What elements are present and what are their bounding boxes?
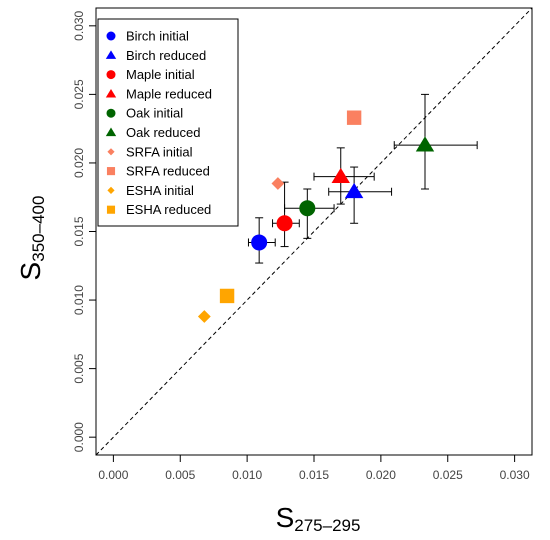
- y-axis-title: S350–400: [15, 196, 48, 281]
- point-esha-reduced: [219, 288, 235, 304]
- y-tick-label: 0.025: [72, 79, 86, 109]
- x-tick-label: 0.005: [165, 468, 195, 482]
- legend-label: Oak initial: [126, 106, 183, 121]
- point-birch-initial: [251, 234, 268, 251]
- one-to-one-line: [95, 7, 533, 456]
- legend-label: ESHA reduced: [126, 202, 211, 217]
- x-axis-title: S275–295: [276, 502, 361, 535]
- legend-marker-esha-initial: [107, 186, 115, 194]
- point-esha-initial: [197, 310, 211, 323]
- legend-label: SRFA reduced: [126, 164, 210, 179]
- point-srfa-reduced: [346, 110, 362, 125]
- point-maple-reduced: [331, 167, 350, 184]
- point-oak-initial: [299, 200, 316, 217]
- legend-marker-oak-initial: [106, 108, 116, 118]
- legend-marker-maple-initial: [106, 70, 116, 80]
- x-tick-label: 0.030: [500, 468, 530, 482]
- legend-marker-maple-reduced: [105, 88, 117, 98]
- legend-label: Maple initial: [126, 67, 195, 82]
- legend-marker-srfa-reduced: [106, 167, 116, 176]
- legend-box: [97, 18, 239, 227]
- legend-label: Oak reduced: [126, 125, 200, 140]
- legend-label: Birch initial: [126, 29, 189, 44]
- y-tick-label: 0.005: [72, 353, 86, 383]
- legend-marker-oak-reduced: [105, 127, 117, 137]
- y-tick-label: 0.010: [72, 285, 86, 315]
- x-tick-label: 0.015: [299, 468, 329, 482]
- legend-marker-birch-reduced: [105, 50, 117, 59]
- point-birch-reduced: [344, 182, 364, 199]
- legend-label: Birch reduced: [126, 48, 206, 63]
- y-tick-label: 0.030: [72, 10, 86, 40]
- x-tick-label: 0.010: [232, 468, 262, 482]
- x-tick-label: 0.000: [98, 468, 128, 482]
- legend-label: Maple reduced: [126, 86, 212, 101]
- y-tick-label: 0.000: [72, 422, 86, 452]
- y-tick-label: 0.015: [72, 216, 86, 246]
- y-tick-label: 0.020: [72, 148, 86, 178]
- x-tick-label: 0.020: [366, 468, 396, 482]
- point-maple-initial: [276, 215, 293, 232]
- legend-marker-esha-reduced: [106, 205, 116, 214]
- legend-label: ESHA initial: [126, 183, 194, 198]
- x-tick-label: 0.025: [433, 468, 463, 482]
- point-oak-reduced: [415, 136, 435, 152]
- legend-marker-srfa-initial: [107, 148, 115, 156]
- point-srfa-initial: [271, 177, 285, 190]
- legend-marker-birch-initial: [106, 31, 116, 41]
- legend-label: SRFA initial: [126, 144, 193, 159]
